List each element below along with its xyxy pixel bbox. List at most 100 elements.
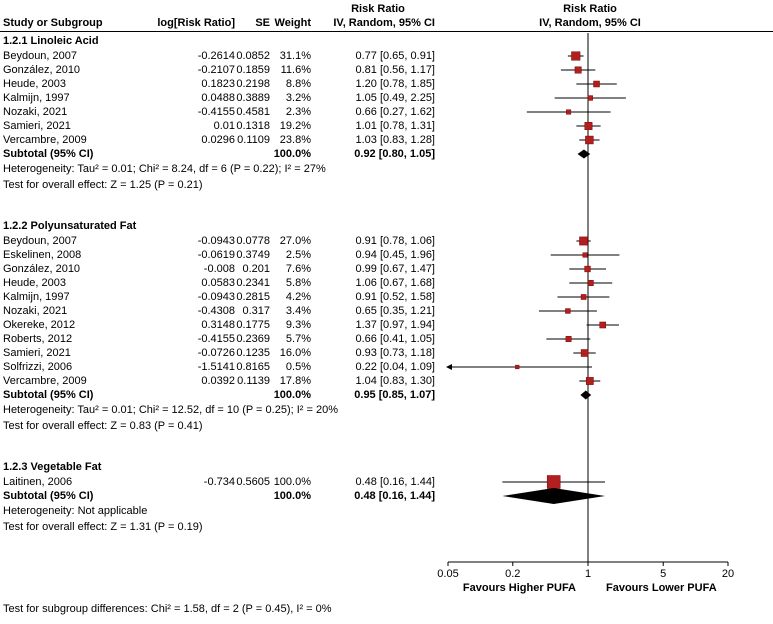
weight-value: 3.2%: [285, 92, 311, 104]
log-risk-ratio-value: -0.0619: [197, 249, 235, 261]
study-label: Nozaki, 2021: [3, 106, 68, 118]
ci-text-value: 1.03 [0.83, 1.28]: [355, 134, 435, 146]
table-row: Samieri, 2021 -0.0726 0.1235 16.0% 0.93 [0.7…: [0, 346, 773, 360]
weight-value: 2.5%: [285, 249, 311, 261]
log-risk-ratio-value: 0.0488: [201, 92, 235, 104]
col-header-log-rr: log[Risk Ratio]: [157, 17, 235, 29]
weight-value: 5.7%: [285, 333, 311, 345]
se-value: 0.5605: [236, 476, 270, 488]
log-risk-ratio-value: 0.0392: [201, 375, 235, 387]
log-risk-ratio-value: -0.0726: [197, 347, 235, 359]
favours-left-label: Favours Higher PUFA: [462, 582, 576, 594]
weight-value: 3.4%: [285, 305, 311, 317]
heterogeneity-note: Heterogeneity: Tau² = 0.01; Chi² = 12.52…: [3, 404, 338, 416]
study-label: González, 2010: [3, 263, 81, 275]
log-risk-ratio-value: -0.2614: [197, 50, 235, 62]
table-row: Heude, 2003 0.0583 0.2341 5.8% 1.06 [0.67, 1…: [0, 276, 773, 290]
log-risk-ratio-value: -0.008: [203, 263, 235, 275]
se-value: 0.1109: [237, 134, 270, 146]
weight-value: 11.6%: [280, 64, 311, 76]
study-label: Samieri, 2021: [3, 120, 71, 132]
weight-value: 0.5%: [285, 361, 311, 373]
study-label: Subtotal (95% CI): [3, 490, 94, 502]
table-row: Nozaki, 2021 -0.4155 0.4581 2.3% 0.66 [0.27,…: [0, 105, 773, 119]
table-row: Laitinen, 2006 -0.734 0.5605 100.0% 0.48 [0.…: [0, 475, 773, 489]
study-label: Beydoun, 2007: [3, 50, 78, 62]
log-risk-ratio-value: [145, 388, 235, 402]
se-value: 0.201: [242, 263, 270, 275]
ci-text-value: 1.05 [0.49, 2.25]: [355, 92, 435, 104]
weight-value: 7.6%: [285, 263, 311, 275]
study-label: Kalmijn, 1997: [3, 291, 70, 303]
risk-ratio-title-left: Risk Ratio: [351, 3, 405, 15]
study-label: Beydoun, 2007: [3, 235, 78, 247]
study-label: Samieri, 2021: [3, 347, 71, 359]
ci-text-value: 0.81 [0.56, 1.17]: [355, 64, 435, 76]
table-row: Kalmijn, 1997 -0.0943 0.2815 4.2% 0.91 [0.52…: [0, 290, 773, 304]
se-value: 0.2815: [236, 291, 270, 303]
log-risk-ratio-value: 0.3148: [201, 319, 235, 331]
se-value: 0.1235: [236, 347, 270, 359]
log-risk-ratio-value: -0.2107: [197, 64, 235, 76]
weight-value: 100.0%: [273, 389, 311, 401]
se-value: 0.0778: [236, 235, 270, 247]
table-row: Okereke, 2012 0.3148 0.1775 9.3% 1.37 [0.97,…: [0, 318, 773, 332]
ci-text-value: 0.95 [0.85, 1.07]: [354, 389, 435, 401]
study-label: Heude, 2003: [3, 78, 66, 90]
table-row: Beydoun, 2007 -0.0943 0.0778 27.0% 0.91 [0.7…: [0, 234, 773, 248]
ci-text-value: 0.22 [0.04, 1.09]: [355, 361, 435, 373]
table-row: Nozaki, 2021 -0.4308 0.317 3.4% 0.65 [0.35, …: [0, 304, 773, 318]
ci-text-value: 1.37 [0.97, 1.94]: [355, 319, 435, 331]
header-divider: [0, 31, 773, 32]
ci-text-value: 0.66 [0.41, 1.05]: [355, 333, 435, 345]
ci-text-value: 0.66 [0.27, 1.62]: [355, 106, 435, 118]
section-gap: [0, 193, 773, 219]
se-value: 0.4581: [236, 106, 270, 118]
study-label: González, 2010: [3, 64, 81, 76]
section-gap: [0, 434, 773, 460]
se-value: 0.3749: [236, 249, 270, 261]
risk-ratio-title-right: Risk Ratio: [563, 3, 617, 15]
study-label: Vercambre, 2009: [3, 134, 87, 146]
forest-table-body: 1.2.1 Linoleic Acid Beydoun, 2007 -0.2614 0…: [0, 34, 773, 561]
ci-text-value: 0.94 [0.45, 1.96]: [355, 249, 435, 261]
weight-value: 100.0%: [273, 148, 311, 160]
study-label: Nozaki, 2021: [3, 305, 68, 317]
ci-text-value: 0.91 [0.78, 1.06]: [355, 235, 435, 247]
ci-text-value: 0.65 [0.35, 1.21]: [355, 305, 435, 317]
ci-text-value: 0.93 [0.73, 1.18]: [355, 347, 435, 359]
se-value: 0.2341: [236, 277, 270, 289]
effect-title-row: Risk Ratio Risk Ratio: [0, 2, 773, 16]
log-risk-ratio-value: [145, 147, 235, 161]
weight-value: 4.2%: [285, 291, 311, 303]
se-value: 0.0852: [236, 50, 270, 62]
subgroup-difference-note: Test for subgroup differences: Chi² = 1.…: [3, 603, 332, 615]
ci-text-value: 0.92 [0.80, 1.05]: [354, 148, 435, 160]
subgroup-title: 1.2.2 Polyunsaturated Fat: [3, 220, 137, 232]
table-row: Heude, 2003 0.1823 0.2198 8.8% 1.20 [0.78, 1…: [0, 77, 773, 91]
x-axis-area: [0, 561, 773, 581]
weight-value: 100.0%: [273, 490, 311, 502]
ci-text-value: 0.77 [0.65, 0.91]: [355, 50, 435, 62]
favours-label-row: Favours Higher PUFA Favours Lower PUFA: [0, 581, 773, 595]
se-value: 0.1775: [236, 319, 270, 331]
log-risk-ratio-value: 0.1823: [201, 78, 235, 90]
weight-value: 23.8%: [279, 134, 311, 146]
section-gap: [0, 535, 773, 561]
ci-text-value: 0.48 [0.16, 1.44]: [355, 476, 435, 488]
col-header-se: SE: [255, 17, 270, 29]
study-label: Laitinen, 2006: [3, 476, 73, 488]
log-risk-ratio-value: 0.0296: [201, 134, 235, 146]
study-label: Roberts, 2012: [3, 333, 73, 345]
log-risk-ratio-value: 0.0583: [201, 277, 235, 289]
se-value: 0.1318: [236, 120, 270, 132]
overall-effect-note: Test for overall effect: Z = 1.25 (P = 0…: [3, 179, 203, 191]
se-value: 0.2198: [236, 78, 270, 90]
subgroup-title: 1.2.3 Vegetable Fat: [3, 461, 102, 473]
weight-value: 2.3%: [285, 106, 311, 118]
log-risk-ratio-value: -0.4308: [197, 305, 235, 317]
log-risk-ratio-value: -0.734: [203, 476, 235, 488]
ci-text-value: 0.91 [0.52, 1.58]: [355, 291, 435, 303]
log-risk-ratio-value: -0.0943: [197, 235, 235, 247]
